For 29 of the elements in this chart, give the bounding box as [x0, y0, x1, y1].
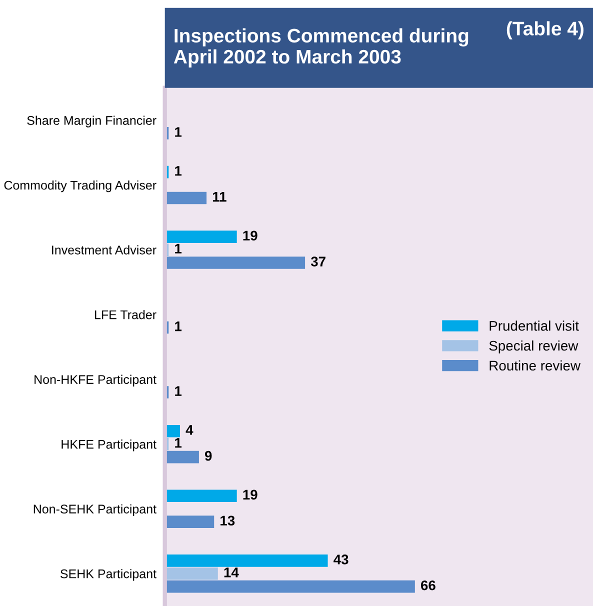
data-label: 66 — [420, 580, 436, 590]
data-label: 1 — [175, 386, 182, 396]
y-tick-label: HKFE Participant — [62, 440, 156, 452]
data-label: 1 — [175, 166, 182, 176]
data-label: 43 — [334, 554, 348, 564]
data-label: 1 — [175, 127, 182, 137]
data-label: 9 — [204, 450, 212, 461]
data-label: 14 — [224, 568, 239, 578]
y-tick-label: Share Margin Financier — [27, 116, 156, 128]
legend-label: Prudential visit — [490, 320, 579, 331]
data-label: 19 — [243, 230, 258, 241]
legend-label: Routine review — [490, 360, 581, 371]
data-label: 1 — [175, 438, 182, 448]
data-label: 13 — [220, 516, 235, 526]
y-tick-label: Non-SEHK Participant — [34, 504, 156, 516]
data-label: 1 — [175, 244, 182, 254]
data-label: 4 — [186, 425, 194, 435]
y-tick-label: SEHK Participant — [60, 569, 156, 581]
legend-label: Special review — [489, 340, 578, 354]
y-tick-label: Investment Adviser — [52, 245, 156, 254]
data-label: 11 — [212, 192, 226, 202]
data-label: 1 — [175, 322, 182, 332]
y-tick-label: LFE Trader — [95, 310, 156, 320]
data-label: 37 — [310, 256, 326, 266]
chart-title: Inspections Commenced during April 2002 to March 2003 — [174, 28, 468, 68]
data-label: 19 — [243, 490, 258, 500]
y-tick-label: Commodity Trading Adviser — [4, 180, 156, 192]
text: (Table 4) — [506, 21, 584, 40]
y-tick-label: Non-HKFE Participant — [34, 374, 156, 386]
